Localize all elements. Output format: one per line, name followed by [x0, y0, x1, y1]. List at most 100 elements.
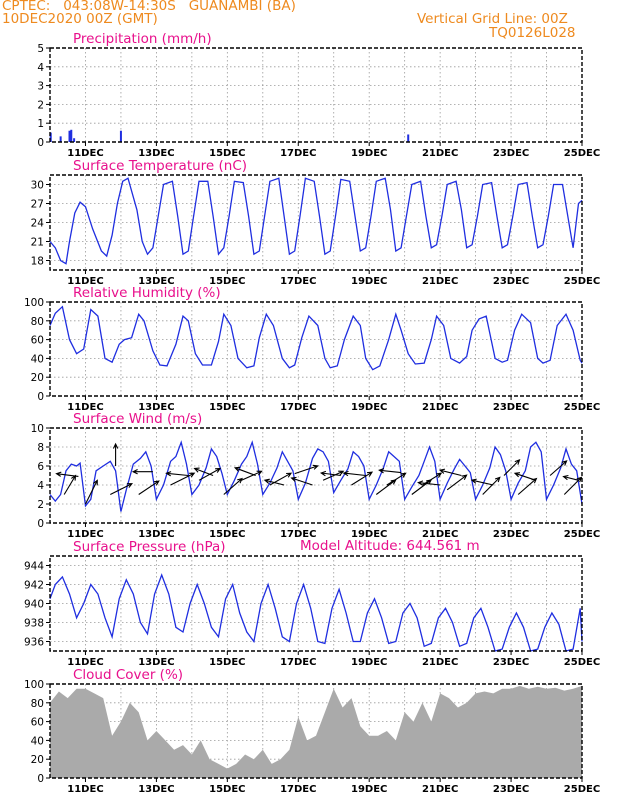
rh-xtick-label: 23DEC — [493, 402, 529, 413]
model-altitude-label: Model Altitude: 644.561 m — [300, 538, 480, 554]
precip-xtick-label: 21DEC — [422, 148, 458, 159]
precip-frame — [49, 47, 583, 143]
precip-ytick-label: 5 — [37, 43, 44, 55]
wind-frame — [49, 427, 583, 524]
precip-ytick-label: 2 — [37, 99, 44, 111]
wind-panel: 0 2 4 6 8 10 11DEC 13DEC 15DEC 17DEC 19DEC 21DEC 23D… — [31, 411, 601, 540]
temp-xtick-label: 25DEC — [564, 276, 600, 287]
pressure-xtick-label: 21DEC — [422, 657, 458, 668]
wind-xtick-label: 17DEC — [280, 529, 316, 540]
wind-xtick-label: 23DEC — [493, 529, 529, 540]
wind-vector-arrow — [165, 471, 189, 477]
rh-ytick-label: 40 — [31, 353, 44, 365]
wind-vector-arrow — [375, 479, 397, 495]
precip-bar — [407, 134, 410, 142]
temp-frame — [49, 174, 583, 271]
temp-title: Surface Temperature (nC) — [73, 158, 247, 174]
precip-title: Precipitation (mm/h) — [73, 31, 212, 47]
wind-xtick-label: 25DEC — [564, 529, 600, 540]
wind-vector-arrow — [290, 476, 313, 486]
rh-frame — [49, 301, 583, 397]
precip-bar — [59, 136, 62, 142]
precip-xtick-label: 17DEC — [280, 148, 316, 159]
pressure-panel: 936 938 940 942 944 11DEC 13DEC 15DEC 17DEC 19DEC… — [24, 539, 600, 668]
pressure-ytick-label: 938 — [24, 618, 44, 630]
pressure-xtick-label: 19DEC — [351, 657, 387, 668]
cloud-frame — [49, 683, 583, 779]
wind-vector-arrow — [319, 470, 341, 477]
pressure-ytick-label: 944 — [24, 561, 44, 573]
rh-ytick-label: 100 — [24, 297, 44, 309]
pressure-line — [49, 573, 583, 652]
precip-xtick-label: 11DEC — [67, 148, 103, 159]
precip-bar — [49, 132, 52, 142]
cloud-ytick-label: 0 — [37, 773, 44, 785]
wind-vector-arrow — [55, 471, 79, 477]
precip-bar — [68, 130, 71, 142]
rh-xtick-label: 15DEC — [209, 402, 245, 413]
precip-bar — [73, 138, 76, 142]
rh-xtick-label: 19DEC — [351, 402, 387, 413]
wind-vector-arrow — [562, 474, 579, 481]
cloud-xtick-label: 25DEC — [564, 784, 600, 795]
wind-vector-arrow — [131, 469, 153, 475]
temp-xtick-label: 19DEC — [351, 276, 387, 287]
rh-ytick-label: 0 — [37, 391, 44, 403]
rh-xtick-label: 11DEC — [67, 402, 103, 413]
pressure-xtick-label: 13DEC — [138, 657, 174, 668]
pressure-ytick-label: 942 — [24, 580, 44, 592]
rh-xtick-label: 13DEC — [138, 402, 174, 413]
wind-vector-arrow — [233, 466, 256, 477]
pressure-ytick-label: 940 — [24, 599, 44, 611]
precip-xtick-label: 13DEC — [138, 148, 174, 159]
temp-xtick-label: 15DEC — [209, 276, 245, 287]
wind-vector-arrow — [263, 478, 285, 486]
cloud-panel: 0 20 40 60 80 100 11DEC 13DEC 15DEC 17DEC 19DEC 21D… — [24, 667, 600, 795]
wind-vector-arrow — [563, 476, 583, 495]
rh-xtick-label: 17DEC — [280, 402, 316, 413]
temp-ytick-label: 27 — [31, 199, 44, 211]
wind-vector-arrow — [517, 477, 538, 495]
cloud-xtick-label: 23DEC — [493, 784, 529, 795]
cloud-xtick-label: 21DEC — [422, 784, 458, 795]
wind-xtick-label: 13DEC — [138, 529, 174, 540]
rh-xtick-label: 21DEC — [422, 402, 458, 413]
header-date: 10DEC2020 00Z (GMT) — [2, 11, 158, 27]
wind-ytick-label: 4 — [37, 480, 44, 492]
wind-vector-arrow — [193, 467, 214, 477]
wind-vector-arrow — [378, 468, 402, 474]
pressure-xtick-label: 11DEC — [67, 657, 103, 668]
temp-line — [49, 177, 583, 265]
cloud-xtick-label: 17DEC — [280, 784, 316, 795]
temp-xtick-label: 13DEC — [138, 276, 174, 287]
wind-vector-arrow — [112, 442, 119, 466]
header-grid-note: Vertical Grid Line: 00Z — [417, 11, 568, 27]
header-model-code: TQ0126L028 — [489, 25, 576, 41]
wind-vector-arrow — [241, 470, 263, 481]
temp-ytick-label: 30 — [31, 180, 44, 192]
pressure-title: Surface Pressure (hPa) — [73, 539, 226, 555]
cloud-ytick-label: 80 — [31, 698, 44, 710]
wind-xtick-label: 21DEC — [422, 529, 458, 540]
temp-ytick-label: 21 — [31, 237, 44, 249]
wind-vector-arrow — [269, 472, 293, 486]
cloud-ytick-label: 20 — [31, 754, 44, 766]
precip-xtick-label: 19DEC — [351, 148, 387, 159]
precip-ytick-label: 1 — [37, 118, 44, 130]
wind-vector-arrow — [170, 472, 196, 486]
precip-bar — [70, 129, 73, 142]
wind-vector-arrow — [386, 472, 407, 486]
wind-vector-arrow — [417, 480, 441, 486]
wind-vector-arrow — [549, 460, 568, 476]
wind-xtick-label: 15DEC — [209, 529, 245, 540]
wind-vector-arrow — [342, 470, 366, 477]
precip-bar — [119, 130, 122, 142]
wind-vector-arrow — [482, 476, 501, 495]
wind-ytick-label: 6 — [37, 461, 44, 473]
pressure-frame — [49, 555, 583, 652]
cloud-area — [50, 685, 582, 778]
rh-line — [49, 305, 583, 371]
wind-title: Surface Wind (m/s) — [73, 411, 202, 427]
header-location: CPTEC: 043:08W-14:30S GUANAMBI (BA) — [2, 0, 296, 14]
rh-ytick-label: 80 — [31, 316, 44, 328]
